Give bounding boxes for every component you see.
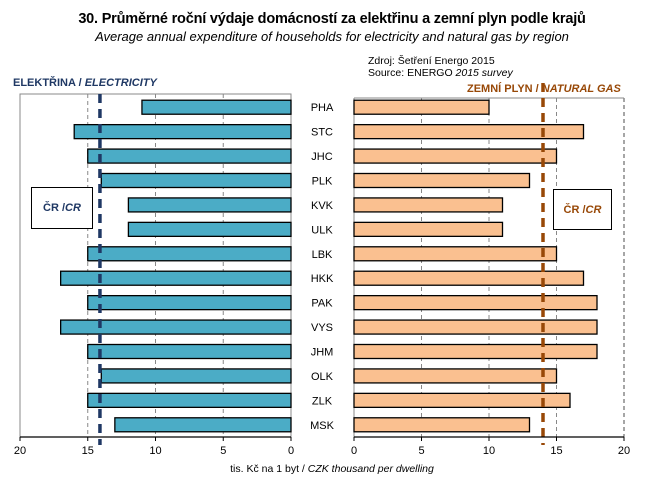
gas-bar (353, 148, 558, 164)
source-en-italic: 2015 survey (455, 67, 513, 79)
electricity-panel-title: ELEKTŘINA / ELECTRICITY (13, 77, 157, 89)
electricity-bar (114, 417, 292, 433)
source-cz: Zdroj: Šetření Energo 2015 (368, 55, 495, 67)
electricity-tick-label: 10 (149, 445, 161, 457)
gas-bar (353, 343, 598, 360)
region-label: VYS (311, 322, 333, 334)
region-label: JHM (311, 347, 334, 359)
chart-subtitle: Average annual expenditure of households… (95, 29, 569, 44)
electricity-title-cz: ELEKTŘINA / (13, 77, 85, 89)
gas-bar (353, 99, 490, 115)
x-axis-label-en: CZK thousand per dwelling (307, 463, 434, 475)
region-label: JHC (311, 151, 332, 163)
gas-bar (353, 246, 558, 262)
x-axis-label-cz: tis. Kč na 1 byt / (230, 463, 308, 475)
gas-bar (353, 197, 504, 213)
electricity-cr-legend: ČR / CR (31, 187, 93, 229)
region-label: PHA (311, 102, 334, 114)
region-label: STC (311, 127, 333, 139)
electricity-bar (73, 123, 292, 140)
region-label: PAK (311, 298, 333, 310)
gas-bar (353, 270, 585, 286)
gas-tick-label: 20 (618, 445, 630, 457)
region-label: OLK (311, 371, 334, 383)
gas-panel-title: ZEMNÍ PLYN / NATURAL GAS (467, 83, 621, 95)
gas-cr-en: CR (585, 203, 602, 216)
region-label: KVK (311, 200, 334, 212)
electricity-cr-en: CR (65, 202, 81, 214)
electricity-tick-label: 15 (82, 445, 94, 457)
source-en: Source: ENERGO 2015 survey (368, 67, 513, 79)
region-label: PLK (312, 176, 333, 188)
electricity-bar (87, 294, 292, 311)
region-label: ZLK (312, 395, 333, 407)
region-label: ULK (311, 224, 333, 236)
electricity-tick-label: 0 (288, 445, 294, 457)
source-en-prefix: Source: ENERGO (368, 67, 456, 79)
electricity-bar (100, 368, 292, 384)
gas-bar (353, 294, 598, 311)
gas-bar (353, 392, 571, 409)
gas-tick-label: 5 (418, 445, 424, 457)
gas-title-en: NATURAL GAS (541, 83, 621, 95)
electricity-bar (87, 392, 292, 409)
gas-bar (353, 221, 504, 238)
region-label: LBK (312, 249, 333, 261)
gas-bar (353, 368, 558, 384)
gas-bar (353, 319, 598, 335)
gas-cr-cz: ČR / (563, 203, 586, 216)
gas-tick-label: 0 (351, 445, 357, 457)
electricity-bar (87, 343, 292, 360)
x-axis-label: tis. Kč na 1 byt / CZK thousand per dwel… (0, 463, 664, 475)
electricity-bar (87, 148, 292, 164)
electricity-bar (60, 270, 292, 286)
electricity-bar (60, 319, 292, 335)
gas-bar (353, 172, 531, 189)
electricity-tick-label: 5 (220, 445, 226, 457)
region-label: HKK (311, 273, 334, 285)
chart-title: 30. Průměrné roční výdaje domácností za … (78, 11, 586, 27)
electricity-title-en: ELECTRICITY (84, 77, 157, 89)
electricity-cr-cz: ČR / (43, 202, 66, 214)
electricity-tick-label: 20 (14, 445, 26, 457)
region-label: MSK (310, 420, 335, 432)
electricity-bar (127, 197, 292, 213)
gas-cr-legend: ČR / CR (553, 189, 612, 230)
gas-tick-label: 10 (483, 445, 495, 457)
gas-bar (353, 123, 585, 140)
electricity-bar (100, 172, 292, 189)
electricity-bar (127, 221, 292, 238)
gas-tick-label: 15 (550, 445, 562, 457)
electricity-bar (87, 246, 292, 262)
gas-bar (353, 417, 531, 433)
electricity-bar (141, 99, 292, 115)
gas-title-cz: ZEMNÍ PLYN / (467, 83, 542, 95)
